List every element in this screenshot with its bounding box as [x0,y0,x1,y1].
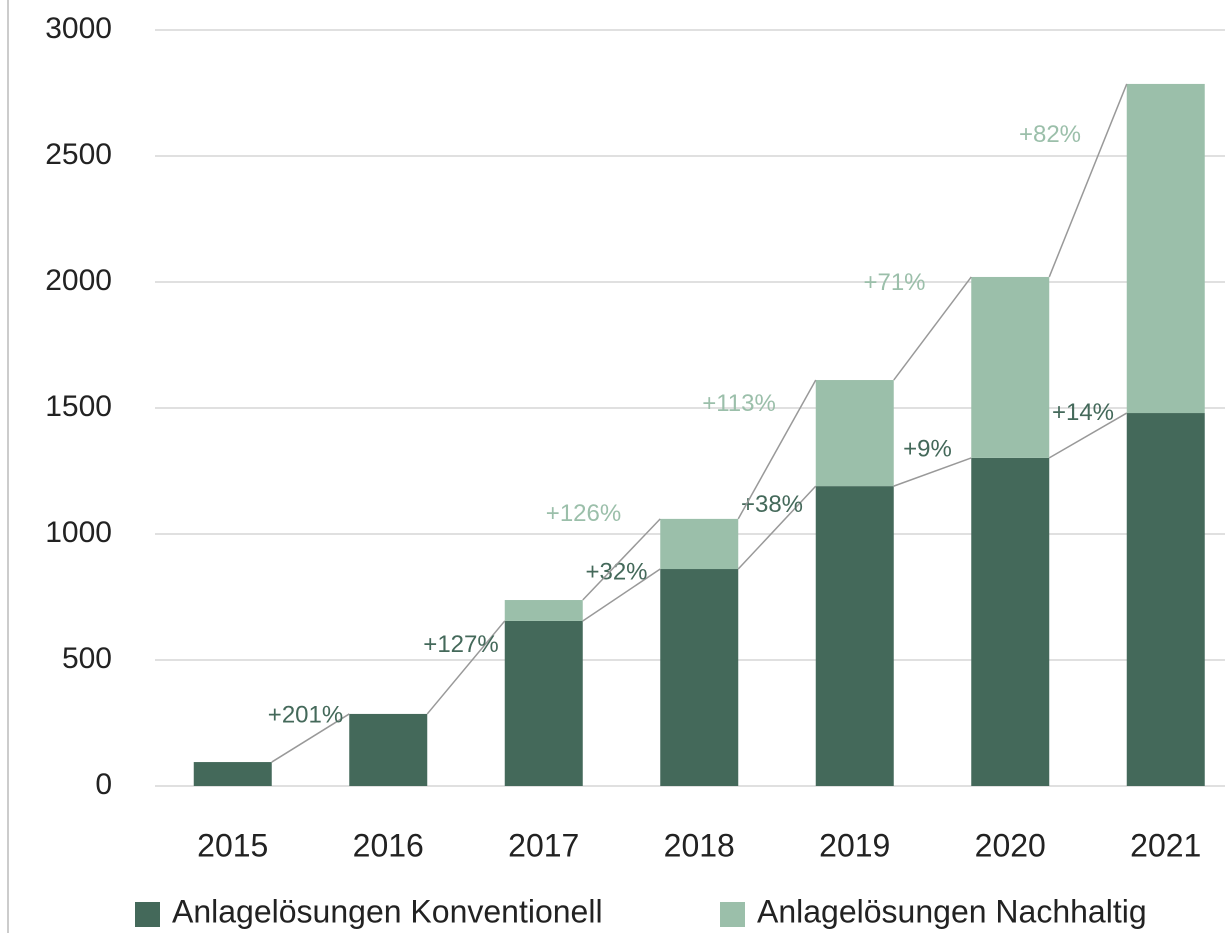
connector-line [737,485,817,570]
y-tick-label: 2000 [45,264,112,297]
y-tick-label: 1000 [45,516,112,549]
bar-segment [1126,83,1205,414]
bar-segment [815,380,894,487]
connector-line [271,713,350,763]
legend-label: Anlagelösungen Konventionell [172,893,603,929]
bar-segment [193,762,272,786]
y-tick-label: 3000 [45,12,112,45]
bar-segment [971,457,1050,786]
x-tick-label: 2020 [975,827,1046,863]
growth-label: +113% [702,390,776,417]
bar-segment [504,620,583,786]
connector-line [582,518,661,601]
growth-label: +201% [268,701,343,728]
bar-segment [504,600,583,621]
growth-label: +9% [903,435,952,462]
connector-line [1048,412,1128,459]
bar-segment [815,486,894,786]
x-tick-label: 2019 [819,827,890,863]
bar-segment [660,518,739,570]
bar-segment [971,276,1050,458]
legend-swatch [135,902,160,927]
growth-label: +126% [546,500,621,527]
bar-segment [660,569,739,786]
x-tick-label: 2016 [353,827,424,863]
y-tick-label: 2500 [45,138,112,171]
x-tick-label: 2018 [664,827,735,863]
growth-label: +71% [863,269,925,296]
y-tick-label: 500 [62,642,112,675]
y-tick-label: 0 [95,768,112,801]
bar-segment [349,713,428,786]
connector-line [893,457,972,487]
growth-label: +38% [741,491,803,518]
connector-line [1048,83,1128,278]
growth-label: +82% [1019,121,1081,148]
growth-label: +127% [423,631,498,658]
legend-swatch [720,902,745,927]
y-tick-label: 1500 [45,390,112,423]
x-tick-label: 2015 [197,827,268,863]
legend-label: Anlagelösungen Nachhaltig [757,893,1147,929]
growth-label: +32% [585,558,647,585]
growth-label: +14% [1052,399,1114,426]
connector-line [582,568,661,622]
connector-line [737,379,817,520]
x-tick-label: 2017 [508,827,579,863]
connector-line [426,620,506,715]
connector-line [893,276,972,381]
x-tick-label: 2021 [1130,827,1201,863]
bar-segment [1126,413,1205,786]
